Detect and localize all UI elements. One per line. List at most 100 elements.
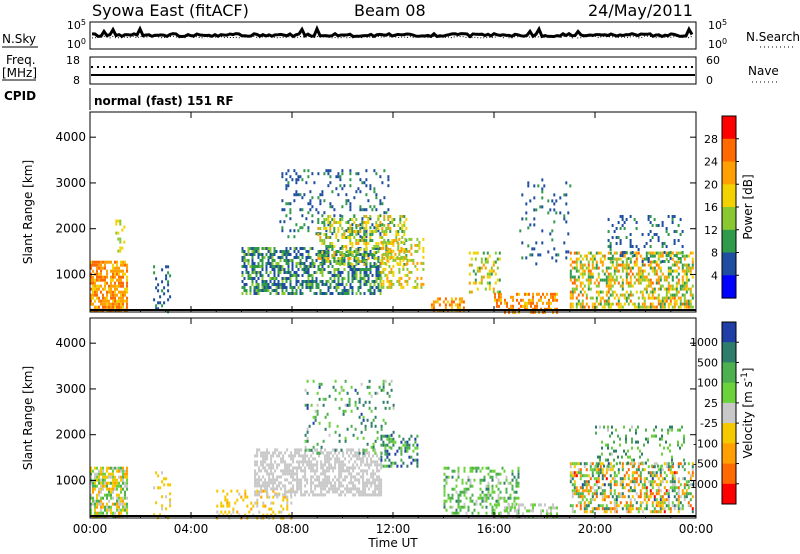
data-cell bbox=[120, 508, 122, 512]
data-cell bbox=[649, 302, 652, 306]
data-cell bbox=[163, 483, 166, 487]
data-cell bbox=[271, 289, 274, 292]
data-cell bbox=[274, 493, 277, 497]
data-cell bbox=[363, 259, 366, 262]
data-cell bbox=[116, 502, 118, 506]
data-cell bbox=[663, 299, 666, 303]
data-cell bbox=[667, 492, 670, 496]
data-cell bbox=[607, 464, 609, 468]
data-cell bbox=[283, 220, 286, 224]
data-cell bbox=[358, 490, 361, 494]
data-cell bbox=[251, 265, 254, 268]
data-cell bbox=[563, 193, 566, 197]
data-cell bbox=[124, 469, 126, 473]
data-cell bbox=[633, 254, 636, 257]
data-cell bbox=[334, 451, 337, 455]
data-cell bbox=[110, 281, 112, 285]
data-cell bbox=[283, 271, 286, 274]
data-cell bbox=[601, 269, 604, 273]
data-cell bbox=[488, 287, 491, 291]
data-cell bbox=[372, 472, 375, 476]
data-cell bbox=[359, 253, 362, 256]
data-cell bbox=[473, 502, 476, 506]
data-cell bbox=[605, 471, 608, 475]
data-cell bbox=[488, 275, 491, 279]
data-cell bbox=[392, 255, 395, 259]
data-cell bbox=[677, 510, 680, 514]
data-cell bbox=[286, 448, 289, 452]
data-cell bbox=[279, 265, 282, 268]
data-cell bbox=[339, 224, 342, 227]
data-cell bbox=[392, 240, 395, 244]
data-cell bbox=[405, 254, 408, 257]
data-cell bbox=[540, 295, 542, 299]
data-cell bbox=[635, 501, 638, 505]
data-cell bbox=[351, 271, 354, 274]
x-tick-label: 00:00 bbox=[73, 522, 108, 536]
data-cell bbox=[597, 462, 600, 466]
data-cell bbox=[376, 484, 379, 488]
data-cell bbox=[585, 480, 588, 484]
data-cell bbox=[338, 391, 341, 395]
data-cell bbox=[669, 284, 672, 288]
data-cell bbox=[299, 247, 302, 250]
data-cell bbox=[443, 466, 446, 470]
data-cell bbox=[323, 211, 326, 215]
data-cell bbox=[266, 469, 269, 473]
data-cell bbox=[593, 302, 596, 306]
data-cell bbox=[579, 302, 582, 306]
data-cell bbox=[679, 257, 682, 260]
y-tick-label: 2000 bbox=[55, 222, 86, 236]
data-cell bbox=[279, 286, 282, 289]
data-cell bbox=[587, 275, 590, 279]
data-cell bbox=[645, 492, 648, 496]
data-cell bbox=[480, 257, 483, 261]
data-cell bbox=[661, 504, 664, 508]
data-cell bbox=[447, 496, 450, 500]
data-cell bbox=[351, 265, 354, 268]
data-cell bbox=[416, 464, 419, 468]
data-cell bbox=[348, 481, 351, 485]
data-cell bbox=[350, 448, 353, 452]
data-cell bbox=[665, 465, 668, 469]
data-cell bbox=[321, 254, 324, 257]
colorbar-tick-label: -1000 bbox=[686, 478, 718, 491]
data-cell bbox=[369, 292, 372, 295]
data-cell bbox=[157, 283, 160, 287]
data-cell bbox=[613, 458, 615, 462]
data-cell bbox=[524, 292, 526, 296]
data-cell bbox=[362, 457, 365, 461]
data-cell bbox=[366, 460, 369, 464]
data-cell bbox=[516, 292, 518, 296]
data-cell bbox=[359, 208, 362, 212]
data-cell bbox=[322, 403, 325, 407]
data-cell bbox=[601, 495, 604, 499]
data-cell bbox=[108, 305, 110, 309]
data-cell bbox=[663, 462, 666, 466]
data-cell bbox=[625, 483, 628, 487]
data-cell bbox=[276, 495, 279, 499]
data-cell bbox=[649, 260, 652, 264]
data-cell bbox=[685, 290, 688, 294]
data-cell bbox=[392, 430, 395, 434]
data-cell bbox=[412, 285, 415, 289]
data-cell bbox=[316, 403, 319, 407]
data-cell bbox=[689, 305, 692, 309]
data-cell bbox=[266, 454, 269, 458]
data-cell bbox=[255, 289, 258, 292]
data-cell bbox=[288, 472, 291, 476]
data-cell bbox=[342, 412, 345, 416]
data-cell bbox=[272, 454, 275, 458]
data-cell bbox=[595, 431, 597, 435]
data-cell bbox=[315, 208, 318, 212]
data-cell bbox=[100, 478, 102, 482]
data-cell bbox=[323, 242, 326, 245]
data-cell bbox=[661, 245, 664, 248]
data-cell bbox=[311, 259, 314, 262]
data-cell bbox=[279, 256, 282, 259]
data-cell bbox=[254, 469, 257, 473]
data-cell bbox=[98, 493, 100, 497]
data-cell bbox=[263, 247, 266, 250]
data-cell bbox=[276, 478, 279, 482]
data-cell bbox=[689, 483, 692, 487]
